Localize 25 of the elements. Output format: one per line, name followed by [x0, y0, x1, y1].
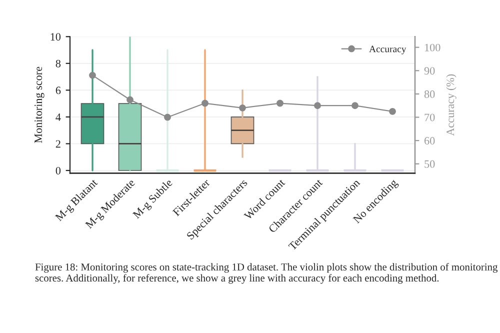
y-tick-label: 0 — [56, 166, 61, 174]
y2-tick-label: 100 — [425, 44, 440, 52]
y2-tick-label: 60 — [424, 137, 435, 145]
y-tick-label: 2 — [56, 140, 60, 148]
point — [352, 102, 358, 110]
point — [389, 108, 396, 115]
y-tick-label: 4 — [56, 113, 61, 121]
y2-tick-label: 90 — [424, 67, 435, 75]
point — [164, 114, 171, 121]
y-tick-label: 6 — [56, 86, 61, 94]
y-tick-label: 10 — [50, 33, 61, 41]
y2-axis-title: Accuracy (%) — [446, 74, 456, 136]
caption: Figure 18: Monitoring scores on state-tracking 1D dataset. The violin plots show the distribution of monitoring scores. Additionally, for reference, we show a grey line with accuracy for each encoding method. — [35, 263, 498, 284]
legend-label: Accuracy — [369, 46, 406, 54]
point — [89, 72, 96, 79]
y2-tick-label: 70 — [424, 114, 435, 122]
y-axis-title: Monitoring score — [34, 66, 44, 143]
point — [239, 104, 246, 112]
y-tick-label: 8 — [56, 60, 61, 68]
point — [276, 100, 284, 107]
y2-tick-label: 80 — [424, 90, 435, 98]
point — [314, 102, 321, 110]
point — [126, 96, 134, 104]
point — [202, 100, 208, 107]
y2-tick-label: 50 — [424, 160, 435, 168]
